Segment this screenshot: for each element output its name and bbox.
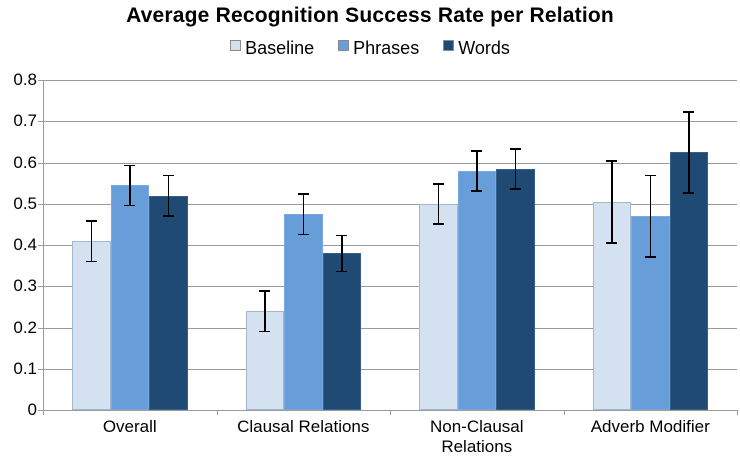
gridline	[43, 121, 737, 123]
legend-label-words: Words	[458, 37, 510, 58]
bar-words-4	[669, 152, 708, 410]
y-axis-tick	[38, 368, 43, 370]
x-axis-tick	[390, 410, 391, 415]
gridline	[43, 203, 737, 205]
error-bar-stem	[341, 234, 343, 272]
error-bar-cap-top	[509, 148, 521, 150]
error-bar-stem	[264, 290, 266, 332]
error-bar-cap-top	[336, 234, 348, 237]
x-axis-tick	[563, 410, 565, 415]
x-axis-tick	[737, 410, 738, 415]
gridline	[43, 368, 737, 370]
error-bar-stem	[437, 183, 439, 225]
gridline	[43, 80, 737, 81]
category-label: Clausal Relations	[237, 417, 370, 436]
error-bar-stem	[688, 110, 690, 194]
bar-phrases-2	[284, 214, 323, 410]
category-label: Adverb Modifier	[590, 417, 710, 436]
error-bar-cap-top	[162, 174, 174, 177]
gridline	[43, 286, 737, 288]
y-axis-label: 0	[27, 400, 37, 419]
bar-words-3	[496, 168, 535, 410]
y-axis-tick	[38, 80, 43, 81]
bar-phrases-3	[457, 170, 496, 410]
error-bar-cap-bottom	[509, 188, 521, 190]
bar-phrases-1	[110, 185, 149, 410]
error-bar-cap-top	[85, 220, 97, 222]
error-bar-stem	[649, 174, 651, 258]
y-axis-tick	[38, 410, 43, 411]
error-bar-cap-bottom	[259, 330, 271, 333]
error-bar-cap-top	[297, 193, 309, 196]
error-bar-cap-bottom	[471, 190, 483, 192]
error-bar-cap-top	[644, 174, 656, 177]
legend-swatch-baseline-icon	[230, 39, 242, 51]
legend: Baseline Phrases Words	[0, 36, 740, 60]
y-axis-tick	[38, 162, 43, 164]
legend-item-words: Words	[443, 38, 510, 59]
error-bar-cap-bottom	[336, 270, 348, 273]
error-bar-cap-top	[471, 150, 483, 152]
legend-label-phrases: Phrases	[353, 37, 420, 58]
legend-swatch-phrases-icon	[338, 39, 350, 51]
legend-item-phrases: Phrases	[338, 38, 419, 59]
y-axis-label: 0.2	[13, 317, 37, 337]
y-axis-label: 0.5	[13, 193, 37, 213]
error-bar-cap-top	[259, 290, 271, 292]
y-axis-label: 0.1	[13, 358, 37, 378]
bar-baseline-1	[72, 240, 111, 410]
chart-title: Average Recognition Success Rate per Rel…	[126, 4, 614, 27]
plot-area	[43, 80, 737, 411]
error-bar-cap-bottom	[432, 223, 444, 225]
bar-words-1	[149, 195, 188, 410]
y-axis-label: 0.8	[13, 70, 37, 89]
error-bar-cap-top	[432, 183, 444, 185]
error-bar-stem	[302, 193, 304, 235]
error-bar-cap-bottom	[124, 204, 136, 207]
gridline	[43, 162, 737, 164]
bar-baseline-3	[419, 203, 458, 410]
error-bar-stem	[514, 148, 516, 190]
error-bar-cap-bottom	[683, 192, 695, 195]
error-bar-cap-bottom	[606, 241, 618, 244]
error-bar-stem	[90, 220, 92, 262]
error-bar-cap-bottom	[162, 215, 174, 217]
x-axis-tick	[43, 410, 44, 415]
y-axis-tick	[38, 286, 43, 288]
y-axis-label: 0.6	[13, 152, 37, 172]
bar-words-2	[322, 253, 361, 410]
error-bar-cap-top	[683, 110, 695, 113]
legend-label-baseline: Baseline	[245, 37, 315, 58]
y-axis-tick	[38, 121, 43, 123]
y-axis-label: 0.4	[13, 235, 37, 254]
category-label: Non-Clausal Relations	[429, 417, 524, 457]
error-bar-cap-top	[606, 160, 618, 163]
category-label: Overall	[102, 417, 157, 436]
y-axis-tick	[38, 327, 43, 329]
y-axis-label: 0.7	[13, 111, 37, 131]
gridline	[43, 245, 737, 246]
error-bar-cap-bottom	[297, 233, 309, 236]
legend-item-baseline: Baseline	[230, 38, 314, 59]
error-bar-stem	[167, 174, 169, 217]
gridline	[43, 327, 737, 329]
legend-swatch-words-icon	[443, 39, 455, 51]
y-axis-label: 0.3	[13, 276, 37, 296]
error-bar-cap-top	[124, 164, 136, 167]
error-bar-stem	[611, 160, 613, 243]
y-axis-tick	[38, 245, 43, 246]
bar-baseline-4	[592, 201, 631, 410]
error-bar-stem	[129, 164, 131, 206]
y-axis-tick	[38, 203, 43, 205]
error-bar-stem	[476, 150, 478, 192]
error-bar-cap-bottom	[85, 260, 97, 263]
y-axis-line	[43, 80, 44, 410]
x-axis-tick	[216, 410, 218, 415]
error-bar-cap-bottom	[644, 256, 656, 258]
